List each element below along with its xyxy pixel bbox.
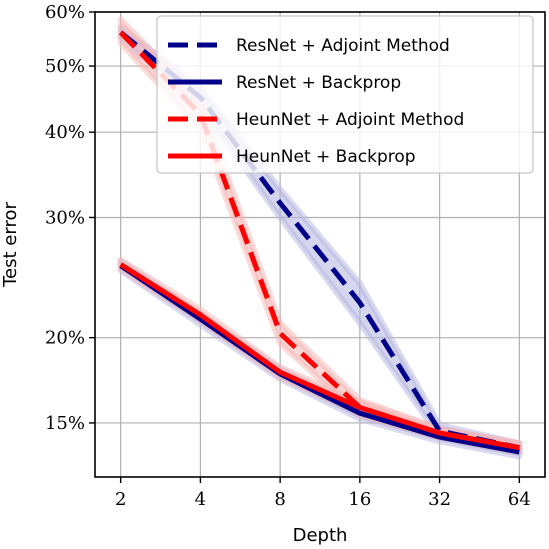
x-axis-ticks: 2 4 8 16 32 64: [115, 477, 531, 510]
legend-label: ResNet + Backprop: [236, 73, 401, 93]
y-tick-label: 40%: [45, 122, 85, 143]
legend-label: HeunNet + Adjoint Method: [236, 110, 464, 130]
x-tick-label: 2: [115, 489, 126, 510]
legend-label: HeunNet + Backprop: [236, 147, 416, 167]
x-tick-label: 8: [274, 489, 285, 510]
x-tick-label: 32: [428, 489, 451, 510]
legend-box: [156, 15, 534, 174]
y-tick-label: 60%: [45, 2, 85, 23]
x-tick-label: 4: [195, 489, 206, 510]
series-line: [119, 262, 520, 451]
y-axis-label: Test error: [0, 202, 21, 288]
x-tick-label: 64: [508, 489, 531, 510]
x-axis-label: Depth: [293, 525, 348, 546]
y-axis-ticks: 15% 20% 30% 40% 50% 60%: [45, 2, 95, 434]
y-tick-label: 50%: [45, 56, 85, 77]
y-tick-label: 20%: [45, 328, 85, 349]
plot-frame: [94, 11, 546, 478]
x-tick-label: 16: [348, 489, 371, 510]
y-tick-label: 15%: [45, 413, 85, 434]
legend: ResNet + Adjoint Method ResNet + Backprop…: [156, 15, 534, 174]
legend-label: ResNet + Adjoint Method: [236, 36, 450, 56]
y-tick-label: 30%: [45, 207, 85, 228]
series-line: [119, 263, 520, 455]
